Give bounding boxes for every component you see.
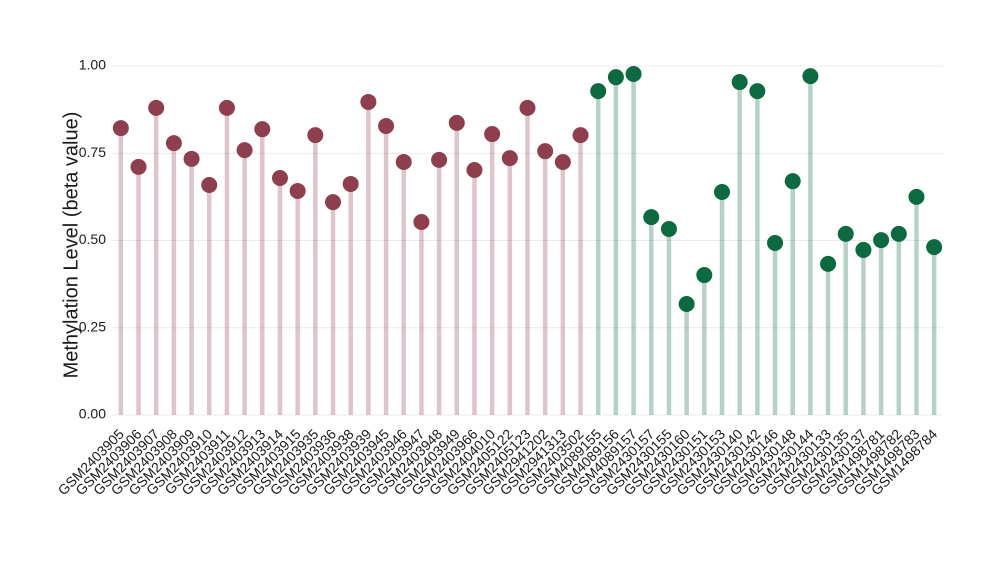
dot <box>820 255 837 272</box>
dot <box>767 234 784 251</box>
dot <box>395 153 412 170</box>
dot <box>643 209 660 226</box>
dot <box>289 182 306 199</box>
dot <box>431 151 448 168</box>
dot <box>484 126 501 143</box>
dot <box>696 267 713 284</box>
dot <box>519 99 536 116</box>
dot <box>307 127 324 144</box>
y-axis-label: Methylation Level (beta value) <box>60 112 82 379</box>
y-tick-label: 0.75 <box>79 144 106 160</box>
dot <box>501 150 518 167</box>
y-tick-label: 0.00 <box>79 406 106 422</box>
dot <box>413 214 430 231</box>
dot <box>130 158 147 175</box>
dot <box>625 66 642 83</box>
dot <box>572 127 589 144</box>
dot <box>607 69 624 86</box>
dot <box>590 83 607 100</box>
dot <box>112 120 129 137</box>
dot <box>537 143 554 160</box>
dot <box>678 296 695 313</box>
dot <box>660 220 677 237</box>
dot <box>201 177 218 194</box>
dot <box>749 83 766 100</box>
dot <box>837 225 854 242</box>
dot <box>466 162 483 179</box>
dot <box>378 118 395 135</box>
y-tick-label: 1.00 <box>79 57 106 73</box>
dot <box>802 68 819 85</box>
dot <box>165 135 182 152</box>
dot <box>254 121 271 138</box>
dot <box>855 241 872 258</box>
dot <box>926 239 943 256</box>
dot <box>908 188 925 205</box>
y-tick-label: 0.50 <box>79 231 106 247</box>
dot <box>342 175 359 192</box>
dot <box>271 170 288 187</box>
dot <box>448 114 465 131</box>
dot <box>890 225 907 242</box>
dot <box>784 173 801 190</box>
y-tick-label: 0.25 <box>79 318 106 334</box>
dot <box>236 142 253 159</box>
dot <box>360 93 377 110</box>
dot <box>218 99 235 116</box>
dot <box>713 183 730 200</box>
dot <box>554 153 571 170</box>
dot <box>325 194 342 211</box>
dot <box>731 74 748 91</box>
dot <box>183 150 200 167</box>
dot <box>873 232 890 249</box>
dot <box>148 99 165 116</box>
